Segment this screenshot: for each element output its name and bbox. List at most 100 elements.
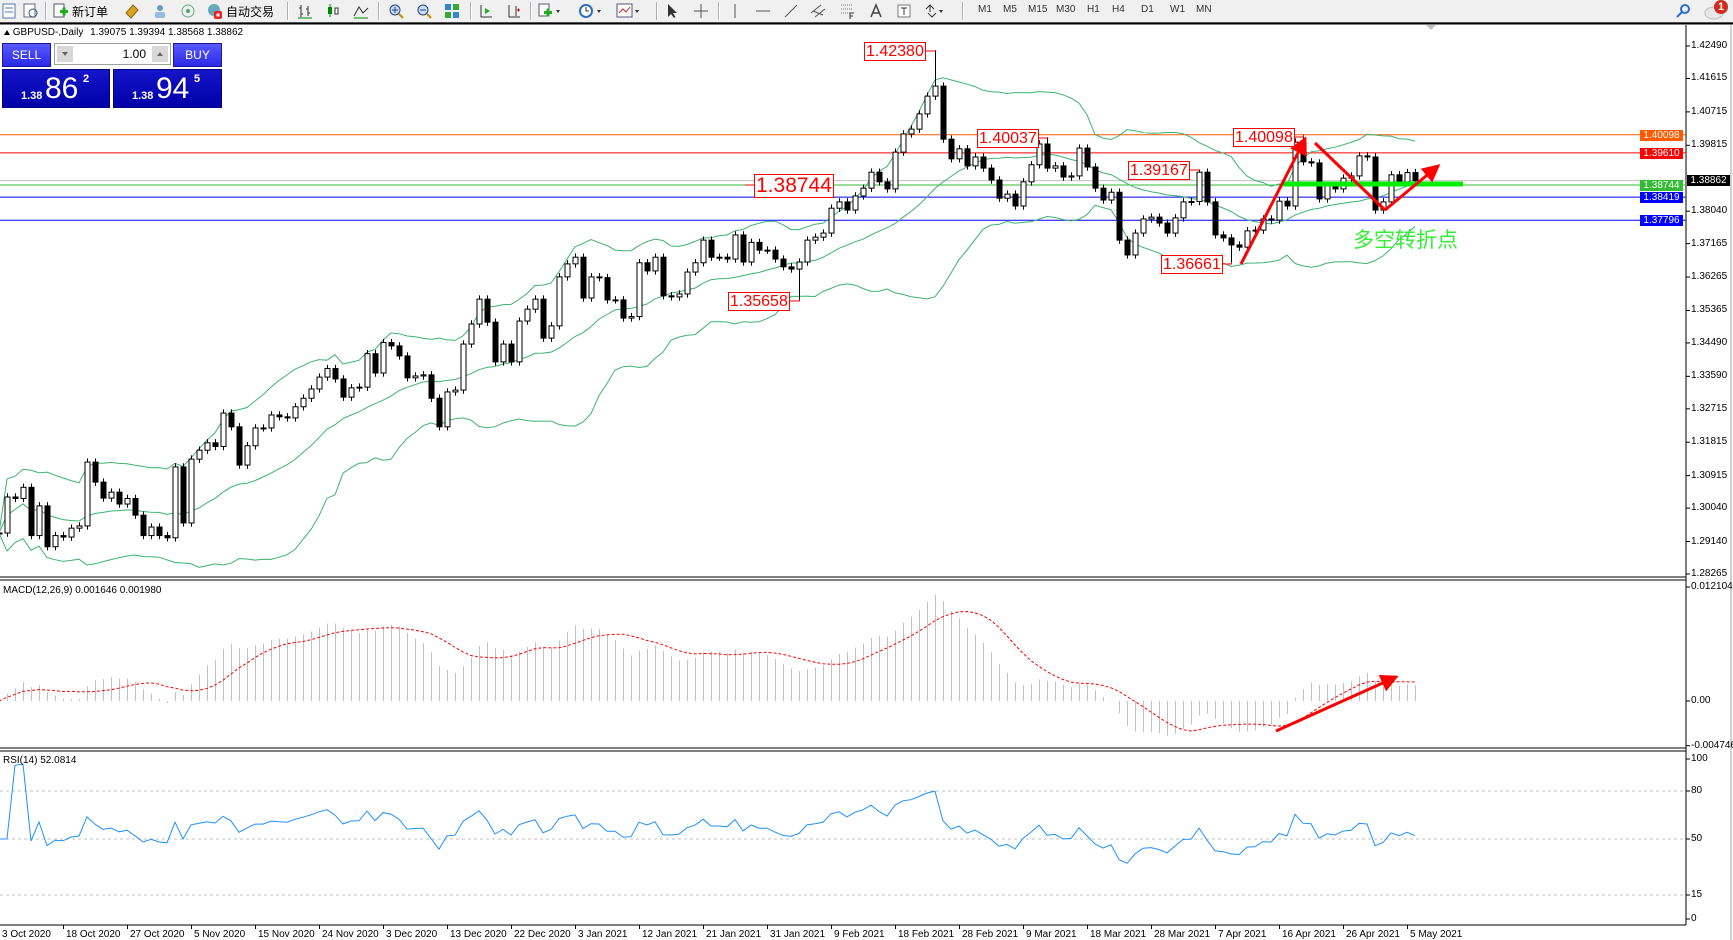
sell-price[interactable]: 1.38 86 2 <box>2 69 110 108</box>
zoom-in-icon[interactable] <box>388 3 404 19</box>
signals-icon[interactable] <box>180 3 196 19</box>
line-chart-icon[interactable] <box>353 3 369 19</box>
candle-body-bear <box>1228 237 1235 246</box>
candle <box>1388 171 1395 206</box>
profiles-icon[interactable] <box>22 3 40 19</box>
candle-body-bear <box>844 201 851 211</box>
period-h4[interactable]: H4 <box>1112 4 1125 15</box>
candle-body-bull <box>1052 165 1059 169</box>
navigator-icon[interactable] <box>152 3 168 19</box>
volume-spinner[interactable]: 1.00 <box>54 43 171 65</box>
candle <box>852 192 859 214</box>
candle <box>524 305 531 325</box>
new-chart-icon[interactable] <box>2 3 16 19</box>
buy-button[interactable]: BUY <box>173 43 222 67</box>
candle <box>916 110 923 133</box>
auto-trading-icon <box>206 3 224 19</box>
candle <box>252 424 259 450</box>
candle <box>1116 188 1123 244</box>
candle <box>468 320 475 348</box>
candle-body-bear <box>1212 201 1219 236</box>
candle-body-bear <box>724 256 731 260</box>
fibonacci-icon[interactable] <box>840 3 856 19</box>
crosshair-icon[interactable] <box>693 3 709 19</box>
candle <box>820 229 827 241</box>
tile-windows-icon[interactable] <box>444 3 460 19</box>
vertical-line-icon[interactable] <box>730 3 740 19</box>
candle <box>1172 214 1179 237</box>
period-mn[interactable]: MN <box>1196 4 1212 15</box>
candle <box>948 135 955 163</box>
arrows-icon[interactable] <box>924 3 946 19</box>
candle-body-bull <box>1324 185 1331 200</box>
candle-body-bear <box>668 295 675 298</box>
candle-body-bear <box>964 148 971 167</box>
candle <box>868 168 875 192</box>
equidistant-channel-icon[interactable] <box>810 3 828 19</box>
sell-button[interactable]: SELL <box>2 43 51 67</box>
period-m15[interactable]: M15 <box>1028 4 1048 15</box>
notifications-icon[interactable]: 1 <box>1703 0 1729 20</box>
period-m30[interactable]: M30 <box>1056 4 1076 15</box>
buy-price[interactable]: 1.38 94 5 <box>113 69 222 108</box>
horizontal-line-icon[interactable] <box>755 3 771 19</box>
candle-body-bull <box>636 262 643 318</box>
candle <box>20 483 27 503</box>
candle <box>1036 140 1043 169</box>
price-tick-label: 1.38040 <box>1691 205 1728 217</box>
price-tick-label: 1.31815 <box>1691 436 1728 448</box>
text-icon[interactable] <box>870 3 882 19</box>
candle-body-bull <box>828 207 835 234</box>
price-tick-label: 1.36265 <box>1691 271 1728 283</box>
chart-header: GBPUSD-,Daily 1.39075 1.39394 1.38568 1.… <box>4 27 243 38</box>
candle-body-bull <box>748 241 755 263</box>
volume-input[interactable]: 1.00 <box>122 47 146 61</box>
candle <box>188 455 195 527</box>
templates-icon[interactable] <box>616 3 642 19</box>
zoom-out-icon[interactable] <box>416 3 432 19</box>
candle <box>1276 197 1283 224</box>
candle-body-bull <box>820 232 827 238</box>
indicators-icon[interactable] <box>538 3 562 19</box>
candle-body-bull <box>1404 172 1411 183</box>
text-label-icon[interactable] <box>897 3 911 19</box>
candle <box>772 246 779 263</box>
candle-body-bull <box>36 505 43 537</box>
candle <box>676 290 683 301</box>
bar-chart-icon[interactable] <box>297 3 313 19</box>
candle-body-bear <box>540 298 547 339</box>
period-h1[interactable]: H1 <box>1087 4 1100 15</box>
market-watch-icon[interactable] <box>124 3 140 19</box>
auto-trading-button[interactable]: 自动交易 <box>206 3 274 19</box>
periods-icon[interactable] <box>578 3 604 19</box>
candle-body-bear <box>508 343 515 363</box>
candle <box>388 338 395 350</box>
period-d1[interactable]: D1 <box>1141 4 1154 15</box>
candle-body-bull <box>532 298 539 310</box>
candle-body-bear <box>1268 218 1275 221</box>
cursor-icon[interactable] <box>664 3 680 19</box>
candle-body-bear <box>332 368 339 380</box>
candle-body-bear <box>340 378 347 398</box>
candle-body-bull <box>52 535 59 548</box>
candle <box>892 148 899 193</box>
volume-up-icon[interactable] <box>152 46 168 62</box>
period-m1[interactable]: M1 <box>978 4 992 15</box>
new-order-button[interactable]: 新订单 <box>52 3 108 19</box>
candle-body-bear <box>644 262 651 272</box>
candle-body-bull <box>500 343 507 363</box>
period-m5[interactable]: M5 <box>1003 4 1017 15</box>
search-icon[interactable] <box>1675 3 1691 19</box>
chart-shift-icon[interactable] <box>506 3 522 19</box>
candle <box>1044 137 1051 172</box>
collapse-triangle-icon[interactable] <box>4 29 10 35</box>
candlesticks-icon[interactable] <box>325 3 341 19</box>
rsi-tick-label: 0 <box>1691 913 1697 924</box>
trendline-icon[interactable] <box>783 3 799 19</box>
candle-body-bull <box>300 397 307 408</box>
candle <box>1164 219 1171 237</box>
volume-down-icon[interactable] <box>57 46 73 62</box>
auto-scroll-icon[interactable] <box>478 3 494 19</box>
period-w1[interactable]: W1 <box>1170 4 1185 15</box>
